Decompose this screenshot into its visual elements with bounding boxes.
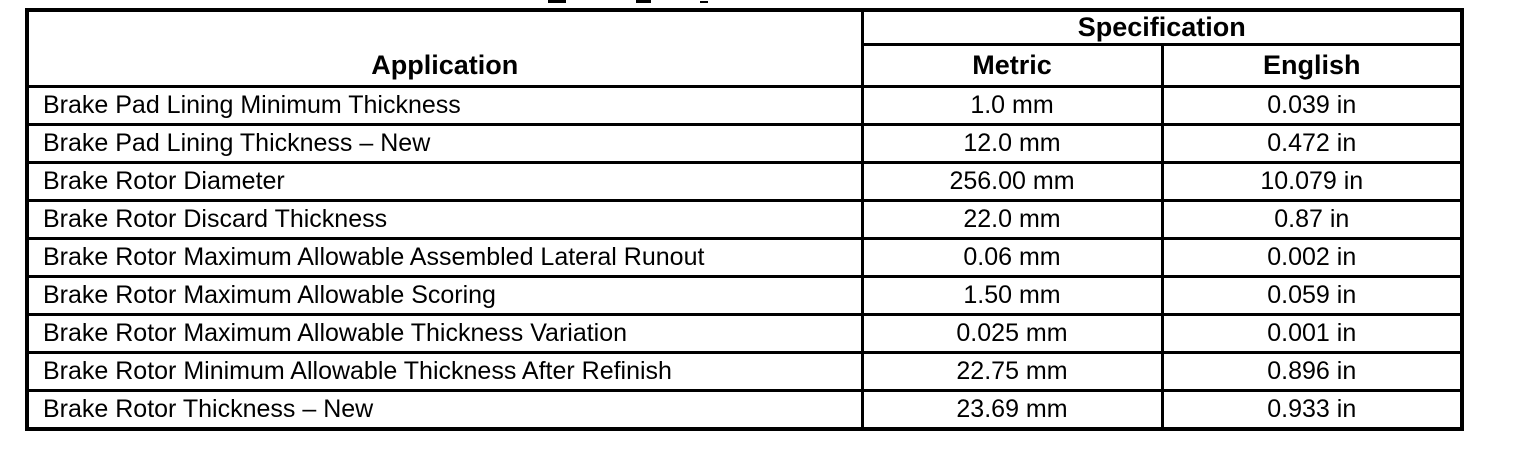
metric-value-cell: 1.50 mm [860, 275, 1164, 316]
application-cell: Brake Rotor Thickness – New [25, 389, 864, 430]
column-header-english: English [1160, 43, 1464, 88]
specifications-table-container: Application Specification Metric English… [25, 8, 1465, 431]
application-cell: Brake Pad Lining Minimum Thickness [25, 85, 864, 126]
application-cell: Brake Pad Lining Thickness – New [25, 123, 864, 164]
table-row: Brake Rotor Discard Thickness 22.0 mm 0.… [25, 199, 1464, 240]
specifications-table: Application Specification Metric English… [25, 8, 1465, 431]
table-row: Brake Rotor Maximum Allowable Assembled … [25, 237, 1464, 278]
application-cell: Brake Rotor Diameter [25, 161, 864, 202]
metric-value-cell: 0.06 mm [860, 237, 1164, 278]
header-row-specification: Application Specification [25, 8, 1464, 88]
table-row: Brake Rotor Minimum Allowable Thickness … [25, 351, 1464, 392]
english-value-cell: 0.896 in [1160, 351, 1464, 392]
english-value-cell: 0.059 in [1160, 275, 1464, 316]
column-header-metric: Metric [860, 43, 1164, 88]
metric-value-cell: 22.0 mm [860, 199, 1164, 240]
english-value-cell: 10.079 in [1160, 161, 1464, 202]
english-value-cell: 0.472 in [1160, 123, 1464, 164]
header-row-units: Metric English [27, 43, 1464, 88]
metric-value-cell: 256.00 mm [860, 161, 1164, 202]
column-header-specification: Specification [860, 8, 1464, 46]
application-cell: Brake Rotor Maximum Allowable Scoring [25, 275, 864, 316]
application-cell: Brake Rotor Discard Thickness [25, 199, 864, 240]
application-cell: Brake Rotor Maximum Allowable Thickness … [25, 313, 864, 354]
english-value-cell: 0.87 in [1160, 199, 1464, 240]
metric-value-cell: 23.69 mm [860, 389, 1164, 430]
column-header-application: Application [25, 8, 864, 88]
table-row: Brake Pad Lining Thickness – New 12.0 mm… [25, 123, 1464, 164]
metric-value-cell: 22.75 mm [860, 351, 1164, 392]
metric-value-cell: 1.0 mm [860, 85, 1164, 126]
table-row: Brake Rotor Thickness – New 23.69 mm 0.9… [25, 389, 1464, 430]
application-cell: Brake Rotor Minimum Allowable Thickness … [25, 351, 864, 392]
english-value-cell: 0.933 in [1160, 389, 1464, 430]
table-row: Brake Rotor Maximum Allowable Thickness … [25, 313, 1464, 354]
english-value-cell: 0.002 in [1160, 237, 1464, 278]
english-value-cell: 0.039 in [1160, 85, 1464, 126]
table-row: Brake Rotor Maximum Allowable Scoring 1.… [25, 275, 1464, 316]
english-value-cell: 0.001 in [1160, 313, 1464, 354]
metric-value-cell: 12.0 mm [860, 123, 1164, 164]
scan-artifact [636, 0, 651, 3]
metric-value-cell: 0.025 mm [860, 313, 1164, 354]
table-row: Brake Pad Lining Minimum Thickness 1.0 m… [25, 85, 1464, 126]
table-row: Brake Rotor Diameter 256.00 mm 10.079 in [25, 161, 1464, 202]
application-cell: Brake Rotor Maximum Allowable Assembled … [25, 237, 864, 278]
scan-artifact [548, 0, 566, 3]
scan-artifact [700, 1, 708, 3]
